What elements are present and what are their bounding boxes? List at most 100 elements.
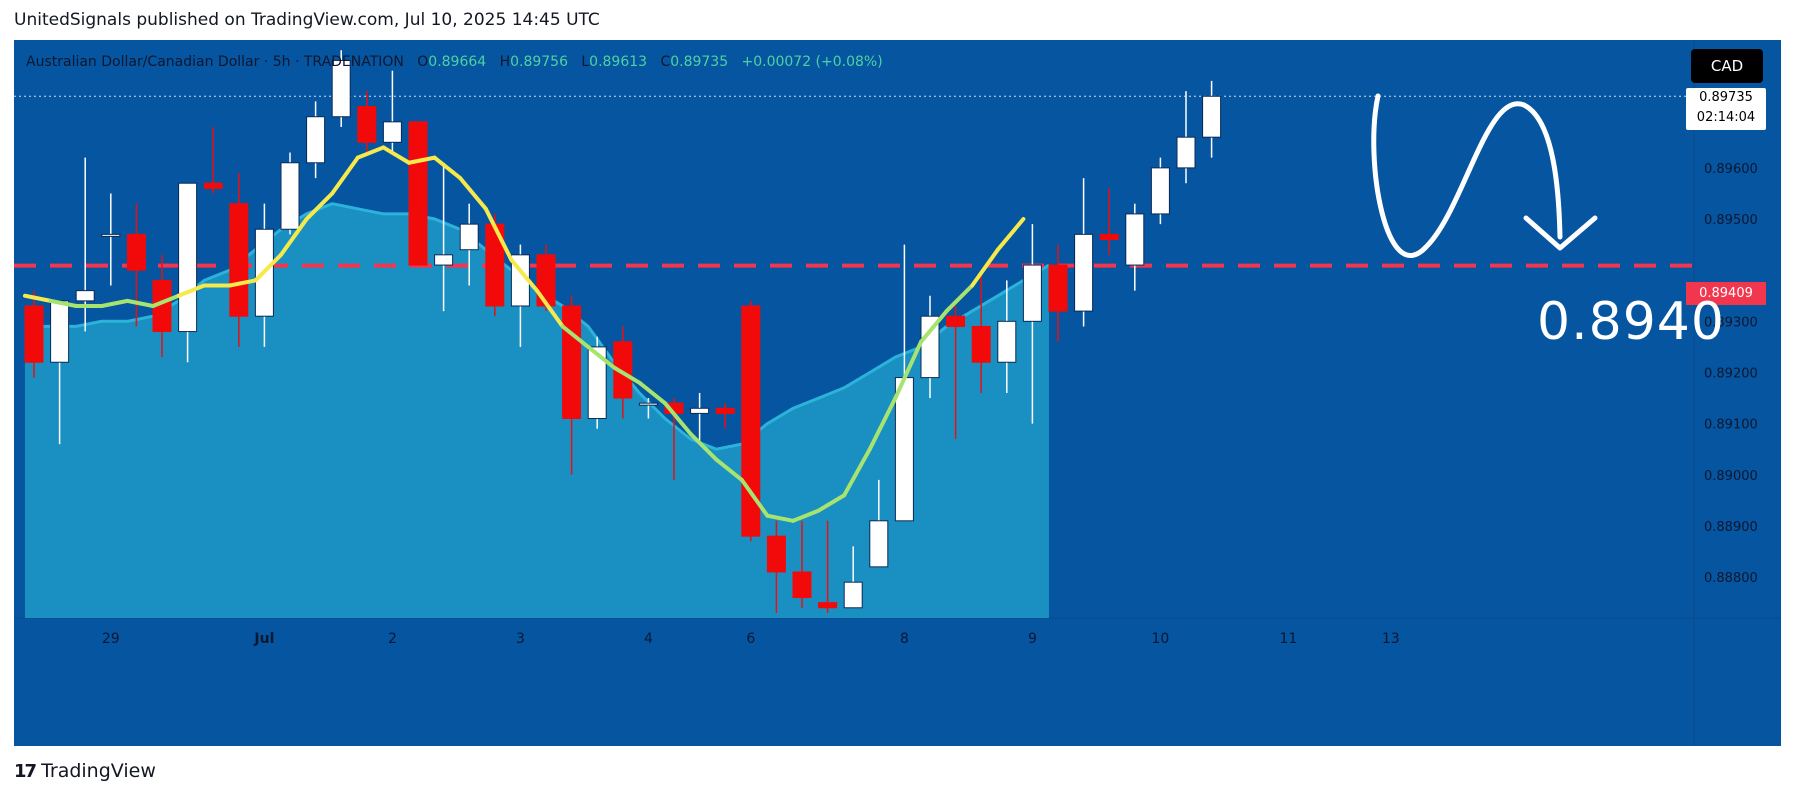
tradingview-brand[interactable]: 17 TradingView	[14, 760, 156, 782]
price-chart[interactable]: 0.89600 0.89500 0.89300 0.89200 0.89100 0.890…	[14, 40, 1781, 746]
ma-fast-segment	[688, 431, 719, 462]
candle	[306, 101, 326, 179]
candle	[101, 193, 121, 286]
candle	[638, 398, 658, 419]
candle-body	[459, 223, 479, 251]
x-tick-label: 6	[746, 631, 755, 647]
last-price-label: 0.89735 02:14:04	[1686, 88, 1766, 130]
candle	[382, 70, 402, 153]
ma-fast-segment	[714, 457, 744, 482]
arrow-head	[1523, 215, 1598, 251]
ma-fast-segment	[765, 513, 795, 523]
brand-name: TradingView	[41, 760, 156, 782]
ma-fast-segment	[739, 477, 770, 518]
open-key: O	[417, 54, 429, 70]
symbol-legend: Australian Dollar/Canadian Dollar · 5h ·…	[26, 54, 883, 70]
candle	[869, 479, 889, 568]
y-tick-label: 0.88800	[1704, 571, 1758, 586]
ma-fast-segment	[381, 145, 411, 165]
candle-body	[1150, 167, 1170, 215]
ma-fast-segment	[842, 447, 872, 498]
last-price-value: 0.89735	[1699, 90, 1753, 105]
candle	[587, 336, 607, 429]
ma-fast-segment	[970, 247, 1000, 288]
ma-fast-segment	[227, 278, 258, 288]
candle	[690, 392, 710, 445]
candle	[562, 295, 582, 475]
close-key: C	[660, 54, 671, 70]
candle	[357, 91, 377, 153]
candle	[997, 280, 1017, 393]
ma-fast-segment	[637, 380, 667, 406]
candle	[894, 244, 914, 522]
candle-body	[434, 254, 454, 266]
candle	[126, 203, 146, 327]
candle-body	[587, 346, 607, 420]
candle-body	[971, 325, 991, 363]
y-tick-label: 0.89500	[1704, 213, 1758, 228]
candle	[331, 50, 351, 127]
ma-fast-segment	[99, 298, 130, 308]
ma-fast-segment	[151, 293, 181, 308]
candle-body	[331, 59, 351, 118]
candle-body	[408, 121, 428, 266]
ma-fast-segment	[919, 309, 949, 344]
candle-body	[946, 315, 966, 327]
candle-body	[613, 341, 633, 399]
ma-area	[25, 203, 1049, 618]
x-tick-label: 10	[1151, 631, 1169, 647]
candle-body	[1176, 136, 1196, 169]
level-price-label: 0.89409	[1686, 282, 1766, 305]
candle	[1022, 224, 1042, 424]
candle	[75, 157, 95, 332]
candle	[818, 520, 838, 613]
ma-fast-segment	[535, 288, 565, 329]
chart-area[interactable]: 0.89600 0.89500 0.89300 0.89200 0.89100 0.890…	[14, 40, 1781, 746]
ma-fast-segment	[816, 493, 847, 513]
symbol-name: Australian Dollar/Canadian Dollar · 5h ·…	[26, 54, 404, 70]
candle-body	[1125, 213, 1145, 266]
candle	[280, 152, 300, 235]
y-tick-label: 0.88900	[1704, 520, 1758, 535]
candle	[741, 300, 761, 542]
candle	[946, 305, 966, 439]
high-key: H	[499, 54, 511, 70]
candle-body	[741, 305, 761, 537]
candle-body	[1048, 264, 1068, 312]
candle	[843, 546, 863, 609]
low-value: 0.89613	[589, 54, 648, 70]
candle-body	[843, 581, 863, 609]
candle-body	[382, 121, 402, 143]
candle	[408, 121, 428, 266]
close-value: 0.89735	[670, 54, 729, 70]
bar-countdown: 02:14:04	[1696, 110, 1756, 125]
candle-body	[203, 182, 223, 189]
candle	[24, 290, 44, 378]
candle	[1099, 188, 1119, 255]
candle-body	[229, 203, 249, 317]
candle-body	[562, 305, 582, 420]
ma-fast-segment	[663, 401, 693, 436]
currency-button[interactable]: CAD	[1691, 49, 1763, 83]
candle	[1125, 203, 1145, 291]
candle-body	[536, 254, 556, 307]
candle-body	[75, 290, 95, 302]
y-tick-label: 0.89100	[1704, 418, 1758, 433]
tradingview-logo-icon: 17	[14, 760, 37, 782]
candle	[971, 275, 991, 393]
candle-body	[792, 571, 812, 599]
candle-body	[178, 182, 198, 333]
ma-fast-segment	[611, 365, 642, 385]
candle	[792, 520, 812, 608]
ma-fast-segment	[253, 252, 283, 283]
candle-body	[997, 320, 1017, 363]
candle	[1074, 178, 1094, 327]
target-annotation: 0.8940	[1537, 292, 1725, 352]
x-tick-label: 2	[388, 631, 397, 647]
candle-body	[920, 315, 940, 379]
candle	[1202, 80, 1222, 158]
projection-arrow	[1371, 93, 1563, 258]
candle	[715, 403, 735, 429]
ma-fast-segment	[48, 298, 79, 308]
candle-body	[357, 105, 377, 143]
